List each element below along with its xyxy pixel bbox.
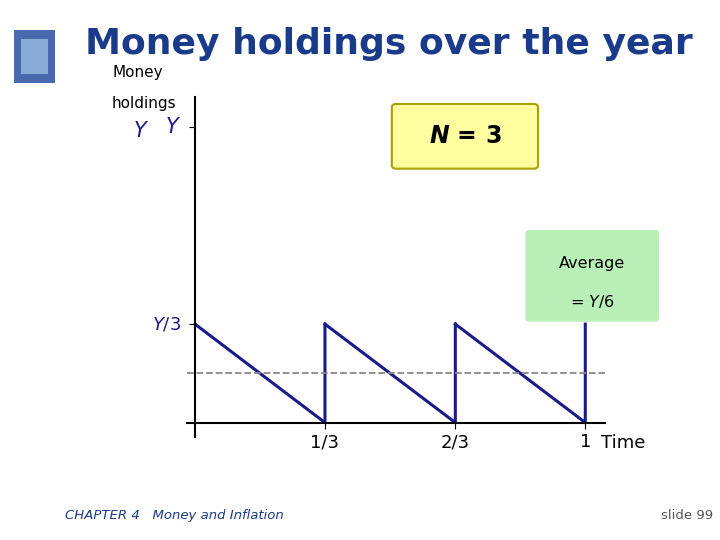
Text: Money: Money (112, 65, 163, 80)
Text: $\bfit{N}$ = 3: $\bfit{N}$ = 3 (428, 124, 501, 148)
Text: $\bf{\it{Y}}$: $\bf{\it{Y}}$ (165, 117, 181, 137)
Text: slide 99: slide 99 (661, 509, 713, 522)
Text: CHAPTER 4   Money and Inflation: CHAPTER 4 Money and Inflation (65, 509, 284, 522)
FancyBboxPatch shape (526, 230, 659, 322)
Text: Time: Time (601, 435, 645, 453)
Text: Average: Average (559, 256, 626, 272)
Text: Money holdings over the year: Money holdings over the year (85, 27, 693, 61)
Text: holdings: holdings (112, 96, 176, 111)
Text: $\bf{\it{Y}}$: $\bf{\it{Y}}$ (133, 122, 149, 141)
FancyBboxPatch shape (392, 104, 538, 168)
Bar (21, 39, 48, 74)
Text: $\bf{\it{Y}}$/3: $\bf{\it{Y}}$/3 (153, 315, 181, 333)
Text: = $\bf{\it{Y}}$/6: = $\bf{\it{Y}}$/6 (570, 293, 615, 310)
Bar (14, 30, 55, 83)
